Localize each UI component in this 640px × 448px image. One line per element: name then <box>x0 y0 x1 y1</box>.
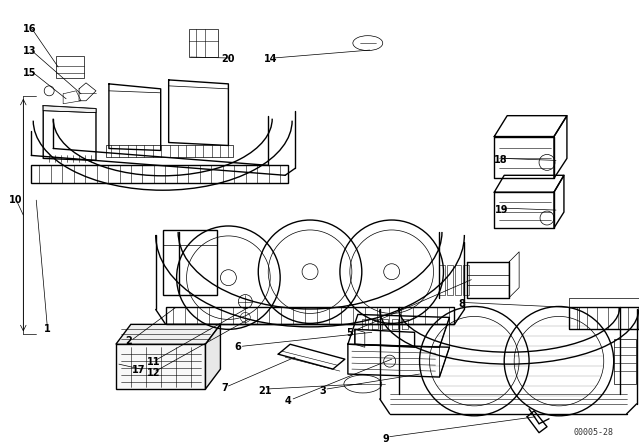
Text: 5: 5 <box>346 328 353 338</box>
Text: 14: 14 <box>264 54 277 64</box>
Text: 3: 3 <box>319 386 326 396</box>
Bar <box>56 56 84 78</box>
Text: 6: 6 <box>234 342 241 352</box>
Text: 15: 15 <box>22 68 36 78</box>
Polygon shape <box>116 344 205 389</box>
Text: 13: 13 <box>22 46 36 56</box>
Bar <box>440 265 445 294</box>
Text: 20: 20 <box>221 54 235 64</box>
Text: 19: 19 <box>495 205 508 215</box>
Bar <box>614 339 636 384</box>
Text: 10: 10 <box>8 195 22 205</box>
Text: 2: 2 <box>125 336 132 346</box>
Polygon shape <box>205 324 220 389</box>
Text: 4: 4 <box>285 396 291 406</box>
Text: 17: 17 <box>132 365 145 375</box>
Text: 1: 1 <box>44 324 51 334</box>
Bar <box>106 146 234 157</box>
Bar <box>163 230 218 294</box>
Bar <box>189 29 218 57</box>
Bar <box>463 265 469 294</box>
Text: 11: 11 <box>147 357 161 367</box>
Bar <box>166 307 454 324</box>
Text: 8: 8 <box>458 298 465 309</box>
Text: 12: 12 <box>147 368 161 378</box>
Text: 16: 16 <box>22 24 36 34</box>
Bar <box>447 265 453 294</box>
Polygon shape <box>44 106 96 113</box>
Text: 9: 9 <box>382 434 389 444</box>
Bar <box>456 265 461 294</box>
Text: 00005-28: 00005-28 <box>573 428 614 437</box>
Polygon shape <box>116 324 220 344</box>
Text: 7: 7 <box>221 383 228 393</box>
Text: 21: 21 <box>259 386 272 396</box>
Bar <box>31 165 288 183</box>
Bar <box>569 307 640 329</box>
Text: 18: 18 <box>494 155 508 165</box>
